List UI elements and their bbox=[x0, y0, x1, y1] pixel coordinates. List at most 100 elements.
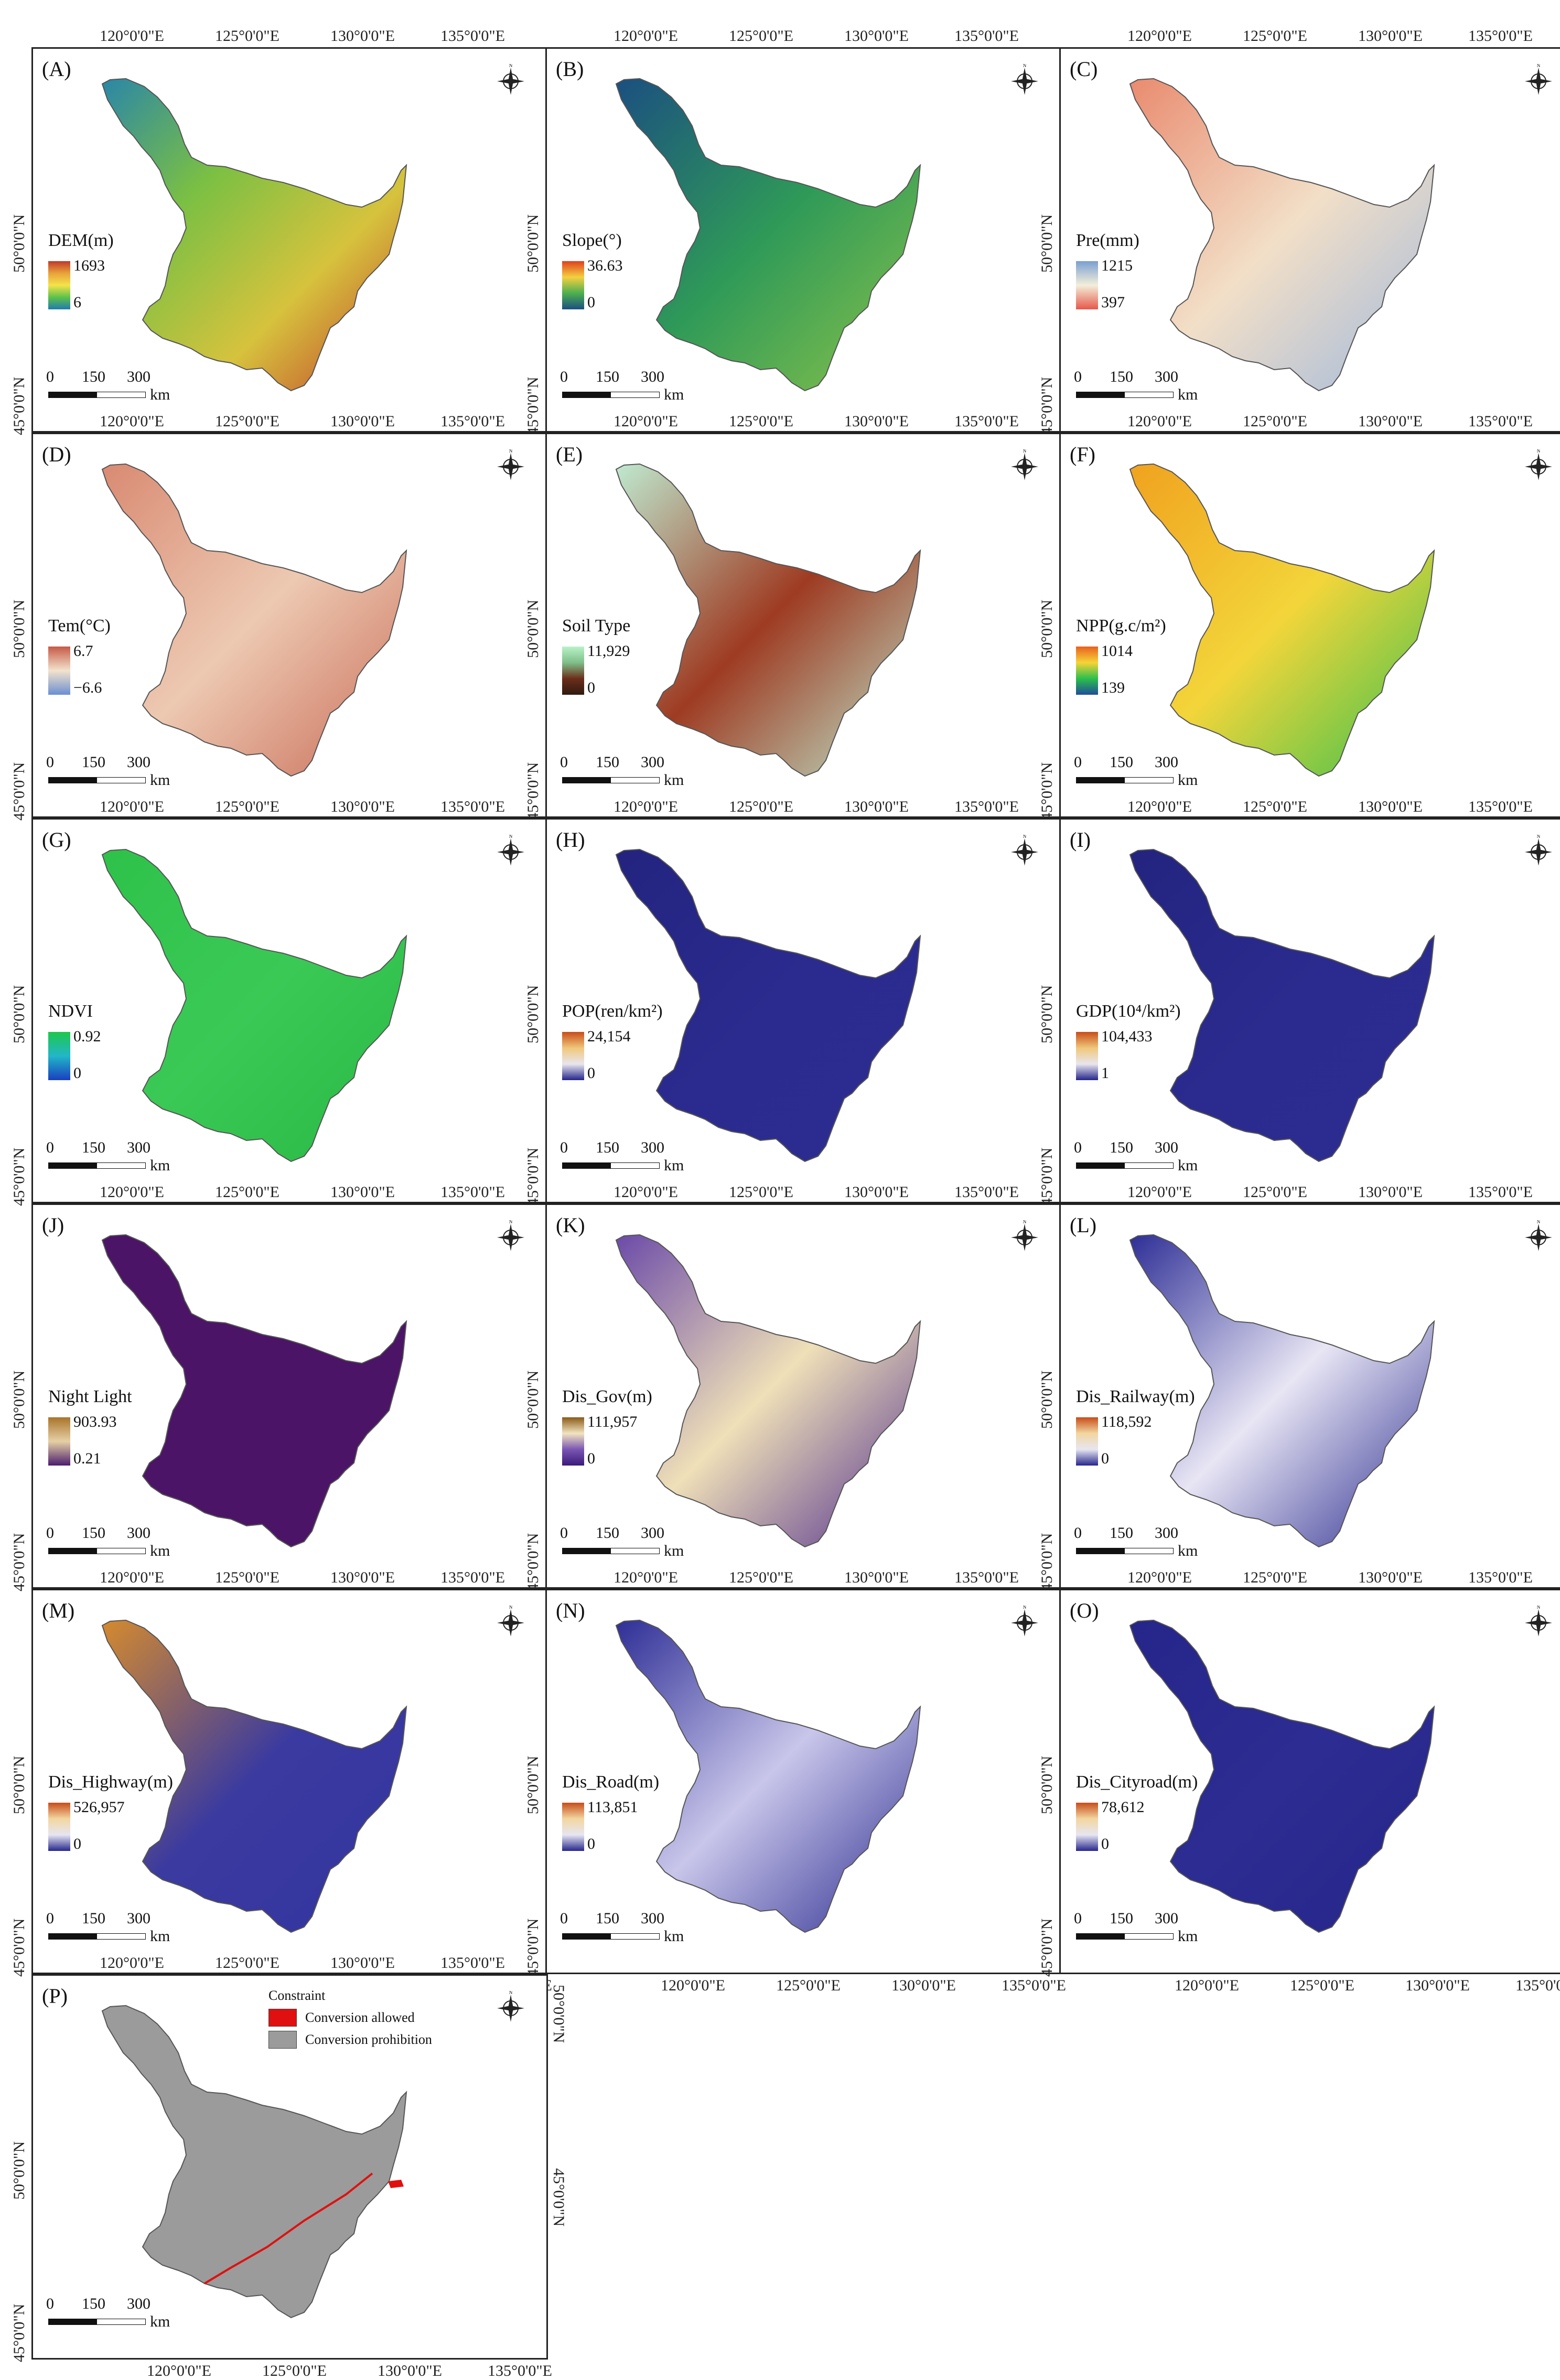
longitude-tick: 125°0'0"E bbox=[215, 27, 279, 45]
latitude-tick: 50°0'0"N bbox=[524, 599, 542, 658]
province-shape bbox=[1129, 1619, 1435, 1933]
longitude-tick: 120°0'0"E bbox=[100, 1183, 164, 1201]
latitude-tick: 50°0'0"N bbox=[524, 1756, 542, 1814]
longitude-tick: 125°0'0"E bbox=[776, 1977, 841, 1994]
province-map bbox=[615, 463, 921, 777]
legend-color-ramp bbox=[562, 1032, 584, 1080]
map-panel-16: (P) N Constraint Conversion allowed Conversi… bbox=[31, 1974, 548, 2360]
map-panel-11: (K) N Dis_Gov(m) 111,957 0 0 150 300 km bbox=[545, 1203, 1062, 1589]
legend-max: 104,433 bbox=[1101, 1028, 1153, 1045]
legend-color-ramp bbox=[562, 647, 584, 695]
legend-swatch bbox=[268, 2009, 297, 2027]
longitude-tick: 135°0'0"E bbox=[954, 27, 1019, 45]
scale-bar: 0 150 300 km bbox=[1074, 1524, 1198, 1559]
longitude-tick: 120°0'0"E bbox=[1175, 1977, 1239, 1994]
north-arrow-icon: N bbox=[497, 1991, 524, 2022]
latitude-tick: 45°0'0"N bbox=[524, 762, 542, 821]
north-arrow-icon: N bbox=[1525, 1606, 1552, 1636]
north-arrow-icon: N bbox=[1011, 1606, 1038, 1636]
longitude-tick: 135°0'0"E bbox=[1515, 1977, 1560, 1994]
legend-title: NDVI bbox=[48, 1001, 93, 1021]
svg-text:N: N bbox=[1537, 1220, 1541, 1224]
legend-item: Conversion prohibition bbox=[268, 2029, 432, 2051]
legend-color-ramp bbox=[48, 261, 70, 309]
latitude-tick: 45°0'0"N bbox=[1038, 762, 1056, 821]
legend-min: 0 bbox=[587, 1064, 595, 1082]
panel-label: (K) bbox=[556, 1213, 585, 1237]
latitude-tick: 50°0'0"N bbox=[1038, 1370, 1056, 1429]
scale-bar: 0 150 300 km bbox=[46, 1910, 170, 1945]
map-panel-1: (A) N DEM(m) 1693 6 0 150 300 km bbox=[31, 47, 548, 433]
province-shape bbox=[101, 463, 407, 777]
longitude-tick: 135°0'0"E bbox=[1468, 27, 1533, 45]
province-shape bbox=[615, 1619, 921, 1933]
legend-max: 111,957 bbox=[587, 1413, 638, 1430]
province-map bbox=[101, 463, 407, 777]
map-panel-5: (E) N Soil Type 11,929 0 0 150 300 km bbox=[545, 433, 1062, 818]
legend-swatch bbox=[268, 2031, 297, 2049]
province-map bbox=[1129, 78, 1435, 392]
legend-min: 1 bbox=[1101, 1064, 1109, 1082]
longitude-tick: 130°0'0"E bbox=[891, 1977, 956, 1994]
longitude-tick: 135°0'0"E bbox=[1002, 1977, 1066, 1994]
north-arrow-icon: N bbox=[497, 64, 524, 95]
longitude-tick: 120°0'0"E bbox=[1127, 27, 1192, 45]
north-arrow-icon: N bbox=[497, 1606, 524, 1636]
svg-text:N: N bbox=[1023, 1606, 1027, 1610]
longitude-tick: 120°0'0"E bbox=[1127, 1569, 1192, 1586]
province-map bbox=[1129, 1619, 1435, 1933]
longitude-tick: 135°0'0"E bbox=[440, 413, 505, 430]
longitude-tick: 135°0'0"E bbox=[1468, 798, 1533, 815]
panel-label: (B) bbox=[556, 57, 584, 81]
province-shape bbox=[101, 1619, 407, 1933]
longitude-tick: 125°0'0"E bbox=[1243, 1183, 1307, 1201]
north-arrow-icon: N bbox=[1011, 449, 1038, 480]
longitude-tick: 120°0'0"E bbox=[614, 1569, 678, 1586]
province-map bbox=[615, 848, 921, 1162]
svg-text:N: N bbox=[1537, 1606, 1541, 1610]
latitude-tick: 45°0'0"N bbox=[10, 1533, 28, 1591]
legend-title: GDP(10⁴/km²) bbox=[1076, 1001, 1181, 1021]
province-shape bbox=[615, 1234, 921, 1548]
province-shape bbox=[1129, 78, 1435, 392]
longitude-tick: 120°0'0"E bbox=[614, 27, 678, 45]
longitude-tick: 135°0'0"E bbox=[954, 413, 1019, 430]
scale-bar: 0 150 300 km bbox=[46, 1139, 170, 1174]
longitude-tick: 130°0'0"E bbox=[330, 27, 395, 45]
map-panel-12: (L) N Dis_Railway(m) 118,592 0 0 150 300 km bbox=[1059, 1203, 1560, 1589]
scale-bar: 0 150 300 km bbox=[560, 1910, 684, 1945]
legend-max: 113,851 bbox=[587, 1799, 638, 1816]
province-shape bbox=[615, 463, 921, 777]
latitude-tick: 50°0'0"N bbox=[524, 214, 542, 273]
longitude-tick: 125°0'0"E bbox=[729, 1183, 793, 1201]
svg-text:N: N bbox=[509, 64, 513, 68]
province-map bbox=[101, 1619, 407, 1933]
province-map bbox=[1129, 1234, 1435, 1548]
legend-color-ramp bbox=[1076, 1032, 1098, 1080]
legend-color-ramp bbox=[48, 1417, 70, 1466]
latitude-tick: 45°0'0"N bbox=[550, 2168, 567, 2227]
map-panel-13: (M) N Dis_Highway(m) 526,957 0 0 150 300 km bbox=[31, 1589, 548, 1974]
scale-bar: 0 150 300 km bbox=[560, 1524, 684, 1559]
north-arrow-icon: N bbox=[497, 1220, 524, 1251]
map-panel-9: (I) N GDP(10⁴/km²) 104,433 1 0 150 300 km bbox=[1059, 818, 1560, 1203]
latitude-tick: 50°0'0"N bbox=[1038, 985, 1056, 1043]
panel-label: (E) bbox=[556, 443, 583, 466]
map-panel-14: (N) N Dis_Road(m) 113,851 0 0 150 300 km bbox=[545, 1589, 1062, 1974]
scale-bar: 0 150 300 km bbox=[560, 368, 684, 403]
legend-title: Dis_Gov(m) bbox=[562, 1387, 652, 1406]
longitude-tick: 120°0'0"E bbox=[661, 1977, 725, 1994]
scale-bar: 0 150 300 km bbox=[560, 1139, 684, 1174]
legend-min: 0 bbox=[587, 294, 595, 311]
longitude-tick: 120°0'0"E bbox=[614, 413, 678, 430]
legend-max: 6.7 bbox=[73, 642, 93, 660]
constraint-legend: Constraint Conversion allowed Conversion p… bbox=[268, 1988, 432, 2051]
legend-min: −6.6 bbox=[73, 679, 102, 696]
longitude-tick: 135°0'0"E bbox=[954, 1183, 1019, 1201]
longitude-tick: 120°0'0"E bbox=[100, 1954, 164, 1972]
province-shape bbox=[101, 2005, 407, 2319]
legend-color-ramp bbox=[562, 1417, 584, 1466]
legend-min: 0 bbox=[1101, 1450, 1109, 1467]
panel-label: (M) bbox=[42, 1599, 75, 1622]
longitude-tick: 130°0'0"E bbox=[330, 413, 395, 430]
